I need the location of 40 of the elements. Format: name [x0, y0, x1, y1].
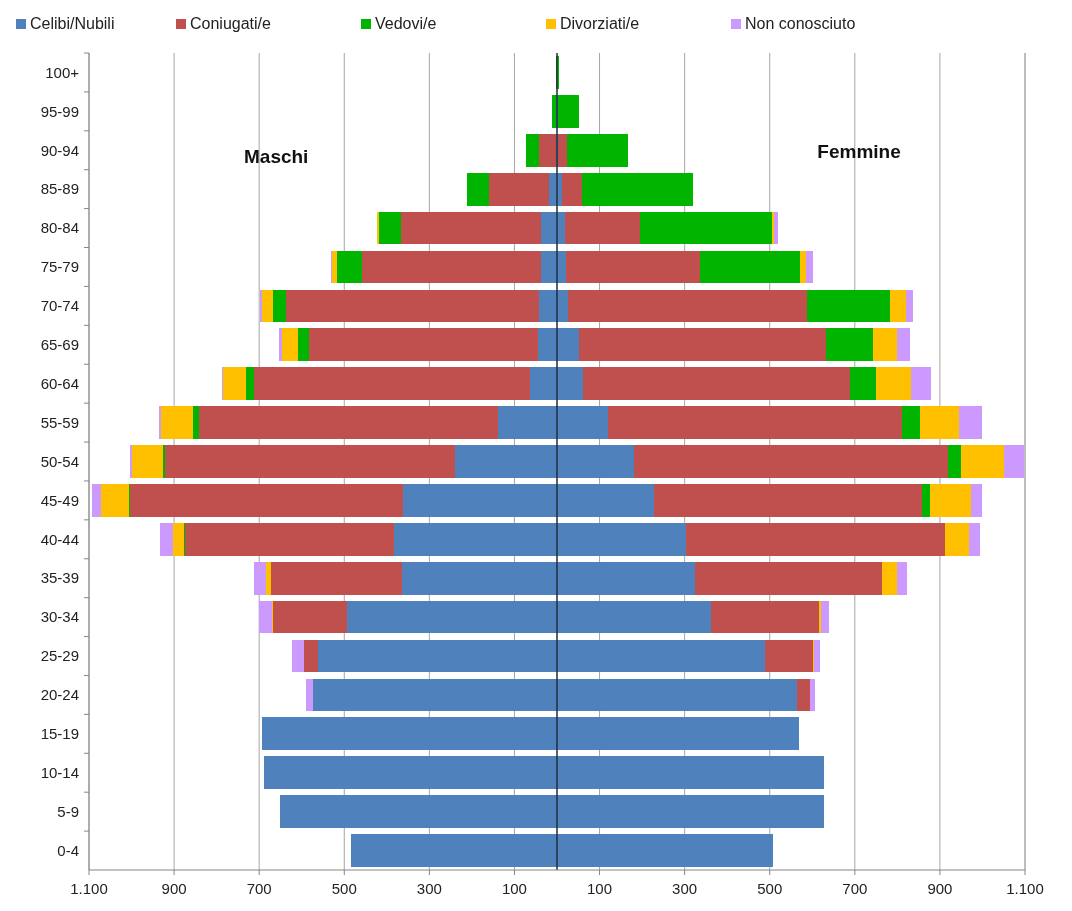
y-tick-label: 30-34 — [40, 608, 79, 626]
x-tick-label: 300 — [672, 880, 698, 897]
legend-label: Celibi/Nubili — [30, 15, 115, 32]
legend-label: Vedovi/e — [375, 15, 437, 32]
x-tick-label: 900 — [927, 880, 953, 897]
x-tick-label: 700 — [842, 880, 868, 897]
y-tick-label: 95-99 — [40, 102, 79, 120]
legend-label: Divorziati/e — [560, 15, 640, 32]
legend-label: Coniugati/e — [190, 15, 272, 32]
y-tick-label: 10-14 — [40, 763, 79, 781]
y-tick-label: 35-39 — [40, 569, 79, 587]
annotation: Maschi — [243, 146, 309, 167]
y-tick-label: 85-89 — [40, 180, 79, 198]
y-tick-label: 100+ — [45, 63, 80, 81]
y-tick-label: 70-74 — [40, 297, 79, 315]
y-tick-label: 0-4 — [57, 841, 79, 859]
x-tick-label: 500 — [331, 880, 357, 897]
y-tick-label: 5-9 — [57, 802, 79, 820]
x-tick-label: 300 — [416, 880, 442, 897]
y-tick-label: 60-64 — [40, 374, 79, 392]
y-tick-label: 40-44 — [40, 530, 79, 548]
x-tick-label: 500 — [757, 880, 783, 897]
y-tick-label: 65-69 — [40, 336, 79, 354]
annotation: Femmine — [817, 141, 901, 162]
y-tick-label: 15-19 — [40, 725, 79, 743]
y-tick-label: 55-59 — [40, 413, 79, 431]
y-tick-label: 90-94 — [40, 141, 79, 159]
y-tick-label: 80-84 — [40, 219, 79, 237]
x-tick-label: 700 — [246, 880, 272, 897]
y-tick-label: 75-79 — [40, 258, 79, 276]
y-tick-label: 20-24 — [40, 686, 79, 704]
x-tick-label: 100 — [587, 880, 613, 897]
x-tick-label: 100 — [501, 880, 527, 897]
legend-label: Non conosciuto — [745, 15, 856, 32]
x-tick-label: 900 — [161, 880, 187, 897]
x-tick-label: 1.100 — [1006, 880, 1044, 897]
y-tick-label: 25-29 — [40, 647, 79, 665]
x-tick-label: 1.100 — [70, 880, 108, 897]
y-tick-label: 50-54 — [40, 452, 79, 470]
y-tick-label: 45-49 — [40, 491, 79, 509]
